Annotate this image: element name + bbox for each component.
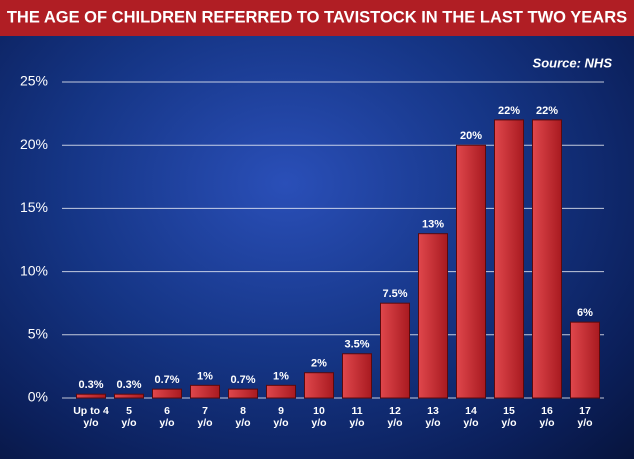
bar (456, 144, 486, 399)
bar (76, 393, 106, 399)
bar (342, 353, 372, 399)
y-tick-label: 15% (20, 199, 48, 215)
value-label: 0.3% (78, 379, 103, 391)
y-tick-label: 0% (28, 389, 48, 405)
bar (532, 119, 562, 399)
chart-title: THE AGE OF CHILDREN REFERRED TO TAVISTOC… (7, 8, 627, 26)
x-tick-label: 9 y/o (273, 405, 289, 429)
bar (418, 233, 448, 399)
value-label: 13% (422, 219, 444, 231)
source: Source: NHS (533, 55, 613, 70)
x-tick-label: 12 y/o (387, 405, 403, 429)
bar (114, 393, 144, 399)
x-tick-label: 7 y/o (197, 405, 213, 429)
title-banner (0, 0, 634, 36)
y-tick-label: 10% (20, 262, 48, 278)
value-label: 3.5% (344, 339, 369, 351)
x-tick-label: 10 y/o (311, 405, 327, 429)
x-tick-label: 15 y/o (501, 405, 517, 429)
x-tick-label: Up to 4 y/o (73, 405, 109, 429)
value-label: 1% (273, 370, 289, 382)
bar (190, 384, 220, 399)
bar (304, 372, 334, 399)
y-tick-label: 20% (20, 136, 48, 152)
bar (494, 119, 524, 399)
x-tick-label: 11 y/o (349, 405, 365, 429)
value-label: 1% (197, 370, 213, 382)
bar (228, 388, 258, 399)
value-label: 22% (536, 105, 558, 117)
value-label: 20% (460, 130, 482, 142)
value-label: 0.7% (230, 374, 255, 386)
x-tick-label: 13 y/o (425, 405, 441, 429)
x-tick-label: 14 y/o (463, 405, 479, 429)
bar (266, 384, 296, 399)
value-label: 0.7% (154, 374, 179, 386)
value-label: 6% (577, 307, 593, 319)
x-tick-label: 5 y/o (121, 405, 137, 429)
bar (570, 321, 600, 399)
x-tick-label: 8 y/o (235, 405, 251, 429)
value-label: 0.3% (116, 379, 141, 391)
x-tick-label: 17 y/o (577, 405, 593, 429)
value-label: 22% (498, 105, 520, 117)
y-tick-label: 25% (20, 73, 48, 89)
value-label: 7.5% (382, 288, 407, 300)
bar (380, 302, 410, 399)
y-tick-label: 5% (28, 326, 48, 342)
x-tick-label: 16 y/o (539, 405, 555, 429)
bar (152, 388, 182, 399)
x-tick-label: 6 y/o (159, 405, 175, 429)
value-label: 2% (311, 358, 327, 370)
